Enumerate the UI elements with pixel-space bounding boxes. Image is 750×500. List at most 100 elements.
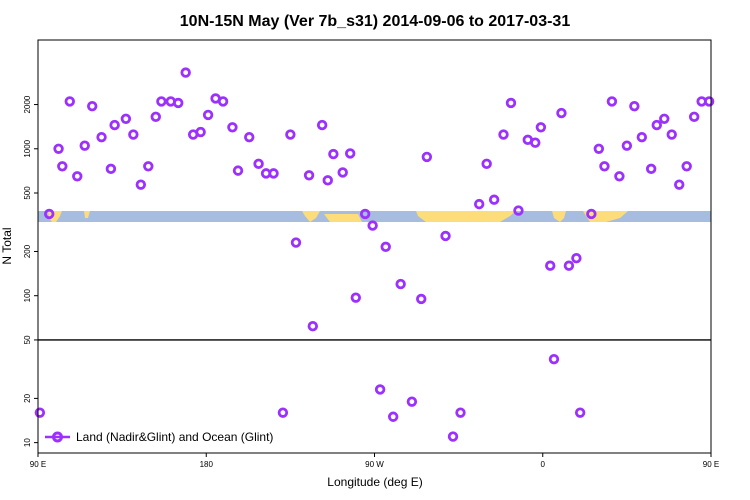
data-point bbox=[606, 96, 618, 107]
data-point bbox=[621, 140, 633, 151]
x-tick-label: 90 E bbox=[30, 460, 46, 469]
data-point bbox=[614, 171, 625, 182]
data-point bbox=[120, 113, 132, 124]
data-point bbox=[703, 96, 715, 107]
data-point bbox=[253, 158, 264, 170]
data-point bbox=[505, 97, 517, 109]
data-point bbox=[387, 411, 399, 422]
data-point bbox=[217, 96, 229, 107]
data-point bbox=[180, 67, 191, 78]
data-point bbox=[406, 396, 418, 407]
data-point bbox=[57, 161, 68, 172]
data-point bbox=[109, 119, 120, 131]
data-point bbox=[290, 237, 302, 248]
data-point bbox=[374, 384, 386, 395]
data-point bbox=[350, 292, 362, 303]
data-point bbox=[150, 111, 161, 123]
data-point bbox=[173, 97, 184, 109]
x-tick-label: 90 W bbox=[365, 460, 384, 469]
chart-title: 10N-15N May (Ver 7b_s31) 2014-09-06 to 2… bbox=[180, 13, 571, 30]
data-point bbox=[367, 220, 378, 231]
data-point bbox=[556, 107, 567, 119]
data-point bbox=[513, 205, 524, 216]
data-point bbox=[666, 129, 677, 140]
data-point bbox=[651, 119, 662, 131]
y-axis-title: N Total bbox=[0, 227, 14, 264]
data-point bbox=[571, 252, 582, 264]
data-point bbox=[72, 171, 83, 182]
data-point bbox=[96, 131, 107, 143]
data-point bbox=[488, 194, 500, 205]
data-point bbox=[395, 278, 406, 290]
data-point bbox=[586, 208, 597, 220]
x-axis: 90 E 180 90 W 0 90 E bbox=[30, 453, 719, 469]
data-point bbox=[44, 208, 55, 220]
y-tick-label: 2000 bbox=[23, 95, 32, 113]
data-point bbox=[599, 161, 610, 172]
ocean-land-band bbox=[38, 211, 711, 222]
data-point bbox=[285, 129, 296, 140]
y-tick-label: 50 bbox=[23, 335, 32, 344]
data-point bbox=[359, 208, 371, 220]
data-point bbox=[268, 168, 279, 179]
x-tick-label: 0 bbox=[541, 460, 546, 469]
data-point bbox=[156, 96, 167, 107]
data-point bbox=[416, 293, 427, 305]
y-tick-label: 1000 bbox=[23, 139, 32, 157]
data-point bbox=[53, 143, 64, 154]
data-point bbox=[421, 151, 433, 163]
data-point bbox=[64, 96, 75, 107]
legend: Land (Nadir&Glint) and Ocean (Glint) bbox=[45, 430, 273, 444]
data-point bbox=[455, 407, 466, 418]
data-point bbox=[34, 407, 46, 418]
y-tick-label: 500 bbox=[23, 186, 32, 200]
data-point bbox=[563, 260, 575, 271]
ocean-band bbox=[38, 211, 711, 222]
data-point bbox=[645, 163, 657, 175]
data-point bbox=[674, 179, 685, 190]
data-point bbox=[344, 148, 356, 159]
data-point bbox=[473, 198, 485, 210]
data-point bbox=[629, 100, 640, 112]
x-tick-label: 90 E bbox=[703, 460, 719, 469]
data-point bbox=[440, 230, 451, 242]
data-point bbox=[535, 122, 547, 133]
data-point bbox=[244, 131, 255, 143]
data-point bbox=[195, 126, 206, 138]
land-mask bbox=[48, 211, 628, 222]
y-tick-label: 200 bbox=[23, 244, 32, 258]
data-point bbox=[202, 109, 214, 121]
data-point bbox=[227, 122, 238, 133]
data-point bbox=[681, 161, 692, 172]
data-point bbox=[322, 175, 333, 186]
data-point bbox=[380, 241, 391, 253]
plot-area bbox=[34, 39, 715, 454]
y-axis: 10 20 50 100 200 500 1000 2000 bbox=[23, 95, 38, 447]
plot-frame bbox=[37, 39, 712, 454]
data-point bbox=[530, 137, 541, 148]
y-tick-label: 100 bbox=[23, 288, 32, 302]
data-point bbox=[688, 111, 700, 123]
x-axis-title: Longitude (deg E) bbox=[327, 475, 422, 489]
data-point bbox=[574, 407, 586, 418]
data-point bbox=[135, 179, 147, 190]
data-point bbox=[303, 170, 315, 181]
data-point bbox=[232, 165, 244, 176]
data-point bbox=[337, 167, 348, 178]
data-point bbox=[79, 140, 90, 151]
data-point bbox=[659, 113, 670, 124]
data-point bbox=[143, 161, 154, 172]
data-point bbox=[545, 260, 556, 271]
data-point bbox=[481, 158, 492, 170]
x-tick-label: 180 bbox=[200, 460, 214, 469]
legend-marker bbox=[52, 431, 63, 443]
legend-label: Land (Nadir&Glint) and Ocean (Glint) bbox=[76, 430, 273, 444]
data-point bbox=[548, 353, 560, 365]
data-point bbox=[593, 143, 605, 154]
data-point bbox=[328, 148, 339, 160]
data-point bbox=[498, 129, 509, 140]
data-points bbox=[34, 67, 715, 442]
data-point bbox=[277, 407, 289, 418]
data-point bbox=[307, 321, 319, 332]
